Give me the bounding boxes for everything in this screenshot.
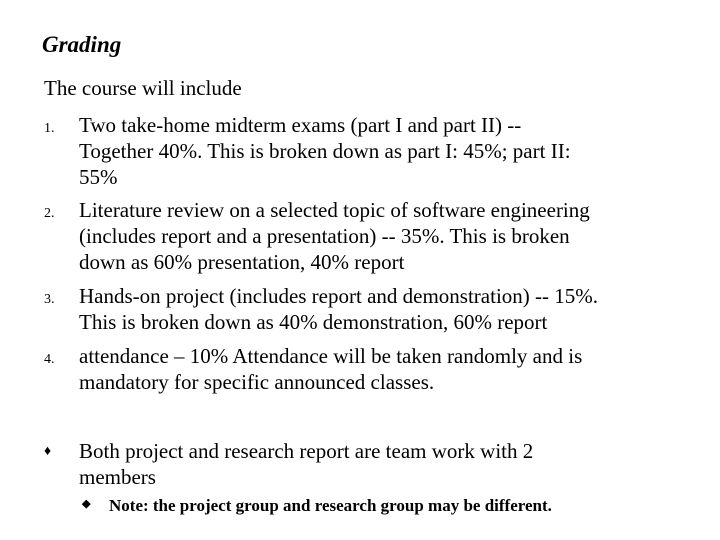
note-text: Note: the project group and research gro… [109,496,552,515]
item-number: 2. [44,206,55,221]
item-line: Together 40%. This is broken down as par… [79,139,571,163]
bullet-line: members [79,465,156,489]
item-number: 3. [44,292,55,307]
slide-title: Grading [42,32,122,57]
item-line: attendance – 10% Attendance will be take… [79,344,583,368]
item-line: This is broken down as 40% demonstration… [79,310,548,334]
diamond-bullet-icon: ♦ [44,444,52,459]
item-line: 55% [79,165,118,189]
item-line: Literature review on a selected topic of… [79,198,590,222]
item-number: 4. [44,352,55,367]
diamond-bullet-icon: ◆ [82,498,91,510]
bullet-line: Both project and research report are tea… [79,439,534,463]
item-line: Hands-on project (includes report and de… [79,284,599,308]
item-line: (includes report and a presentation) -- … [79,224,570,248]
item-line: Two take-home midterm exams (part I and … [79,113,522,137]
item-line: mandatory for specific announced classes… [79,370,435,394]
item-line: down as 60% presentation, 40% report [79,250,405,274]
intro-text: The course will include [44,76,242,100]
item-number: 1. [44,121,55,136]
